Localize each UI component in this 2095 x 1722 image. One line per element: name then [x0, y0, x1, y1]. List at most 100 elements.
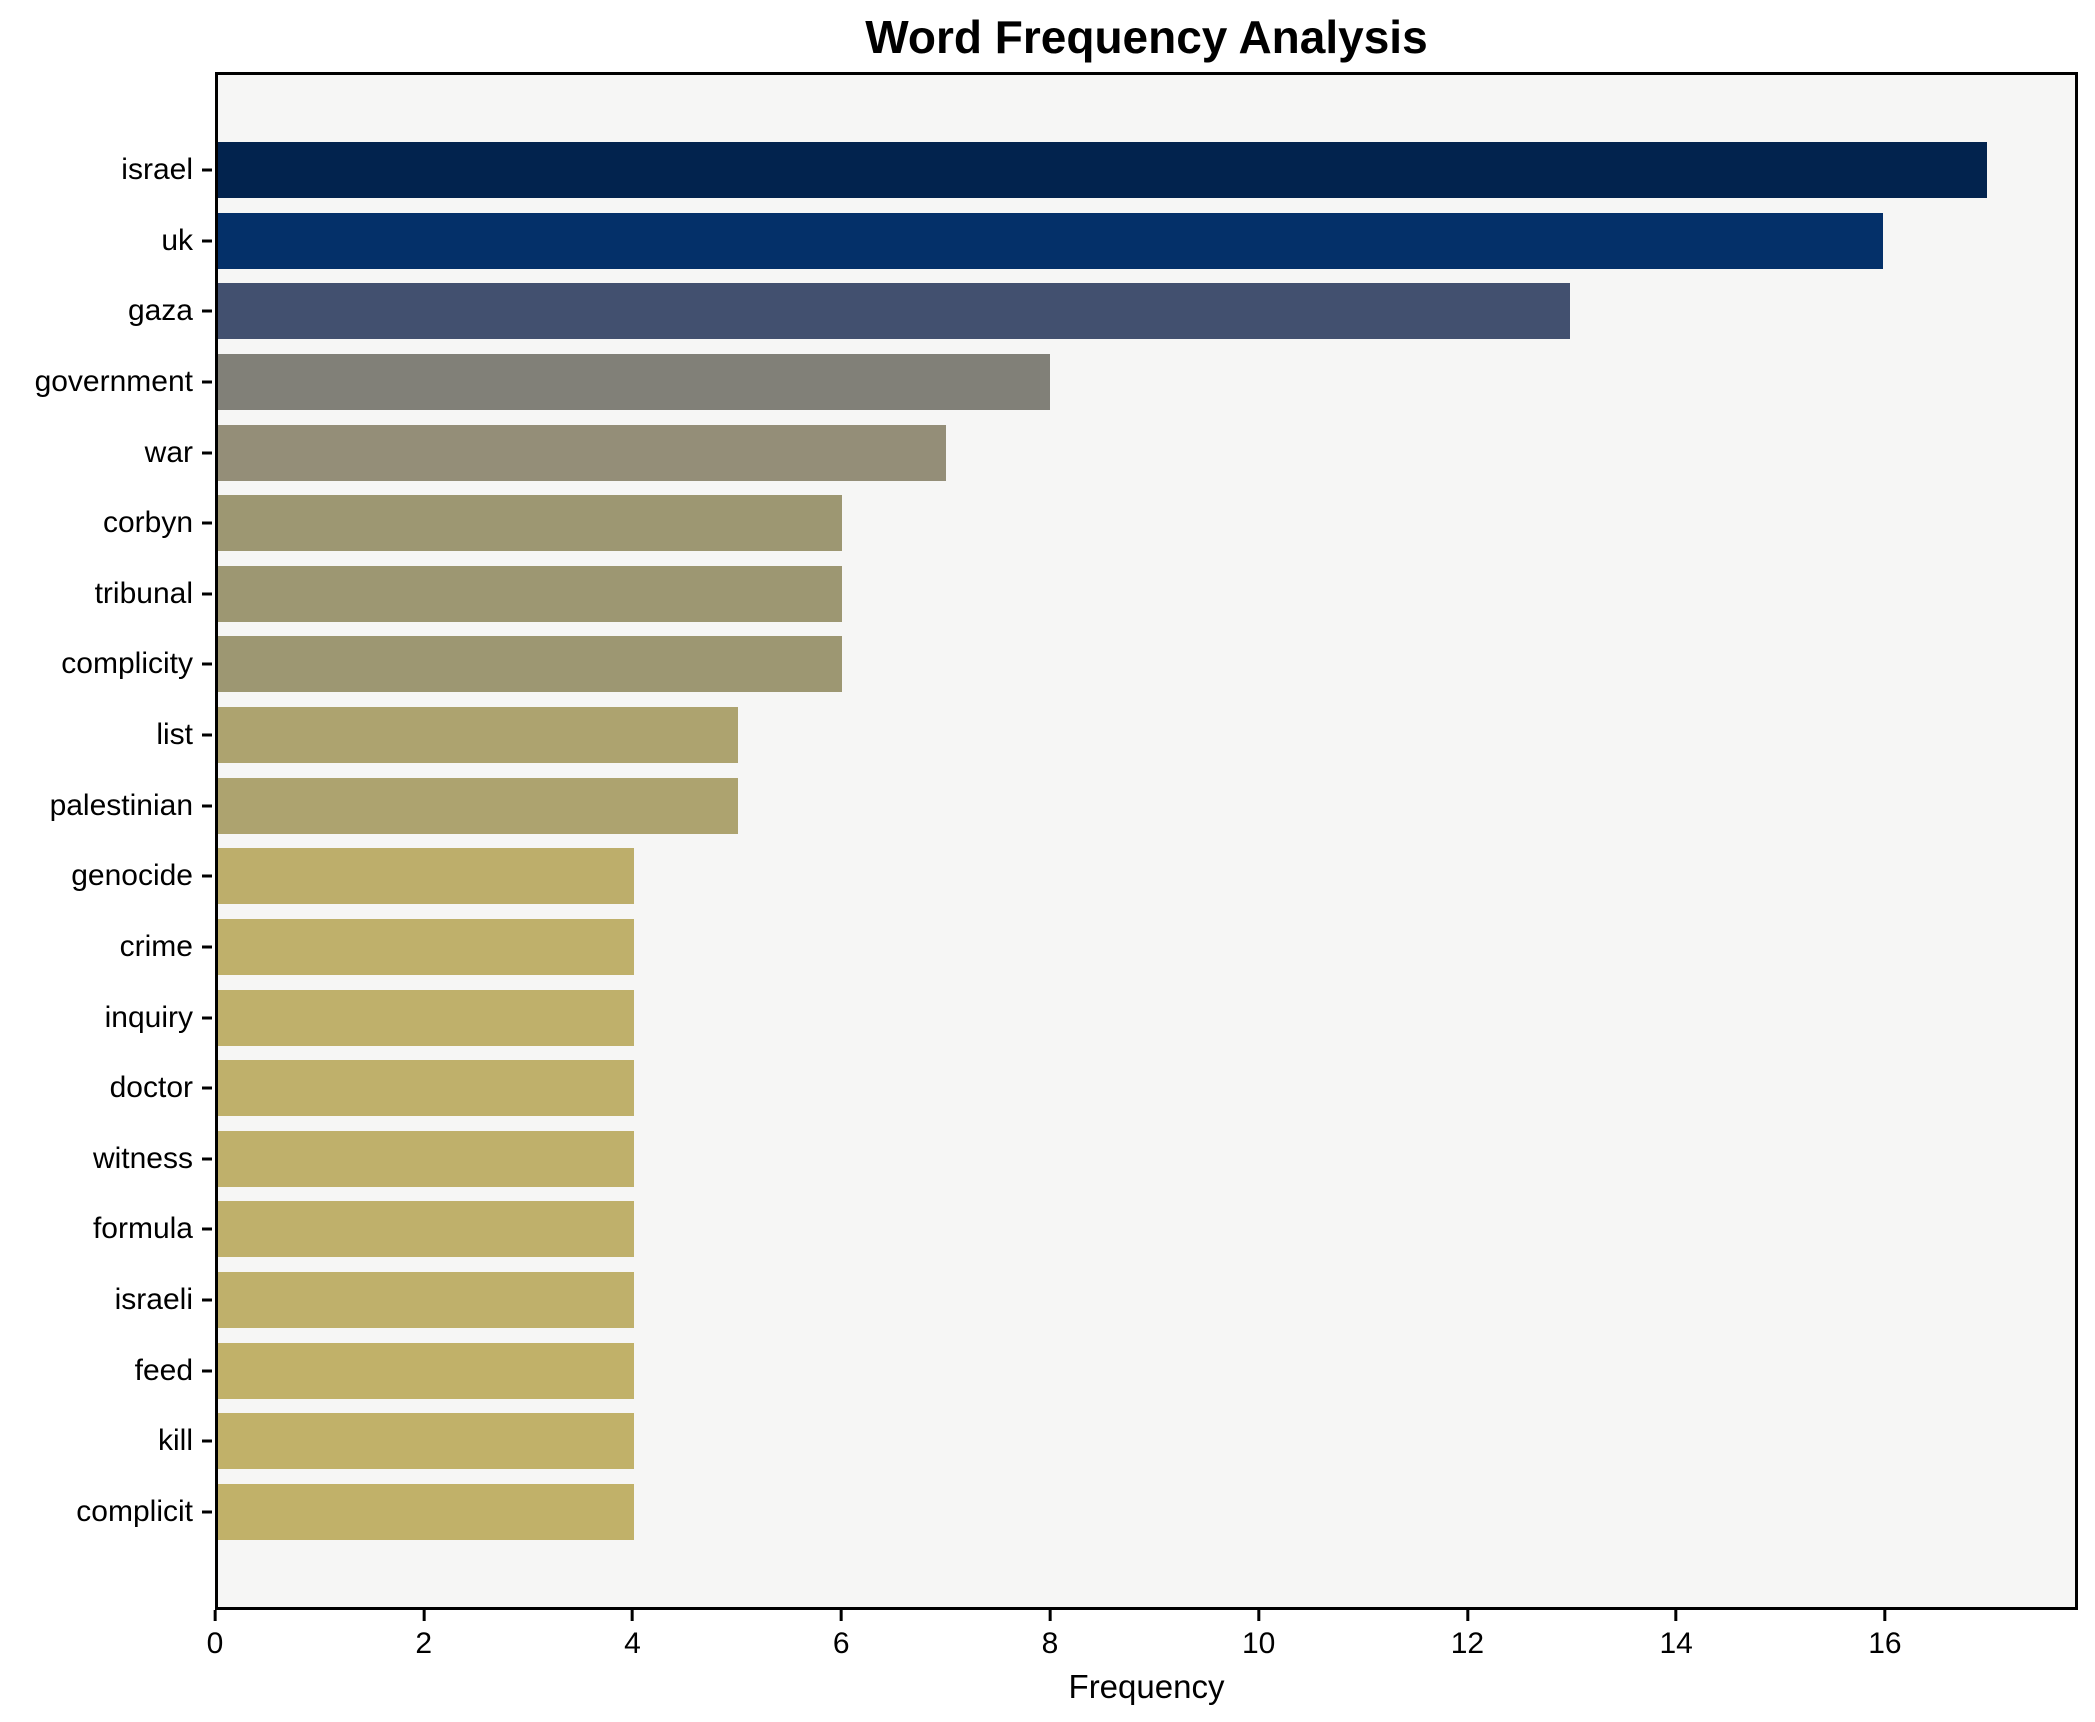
- y-tick-mark: [202, 592, 212, 596]
- bar-list: [218, 707, 739, 763]
- bar-genocide: [218, 848, 635, 905]
- y-tick-mark: [202, 239, 212, 243]
- y-tick-mark: [202, 662, 212, 666]
- y-tick-label: formula: [92, 1212, 193, 1246]
- bar-row: genocide: [71, 848, 2075, 905]
- bar-row: inquiry: [105, 989, 2075, 1046]
- bar-gaza: [218, 283, 1571, 340]
- y-tick-mark: [202, 1510, 212, 1514]
- bar-row: war: [145, 424, 2075, 481]
- y-tick-label: israel: [121, 153, 193, 186]
- y-tick-label: inquiry: [104, 1000, 193, 1034]
- bar-corbyn: [218, 495, 843, 552]
- y-tick-mark: [202, 309, 212, 313]
- bar-row: formula: [93, 1201, 2075, 1258]
- y-tick-label: kill: [158, 1424, 193, 1458]
- bar-row: uk: [161, 212, 2075, 269]
- bar-row: kill: [158, 1413, 2075, 1470]
- bar-inquiry: [218, 989, 635, 1046]
- bar-row: complicit: [76, 1483, 2075, 1540]
- y-tick-label: complicit: [76, 1494, 193, 1528]
- bar-palestinian: [218, 777, 739, 834]
- bar-formula: [218, 1201, 635, 1258]
- x-tick: 10: [1242, 1610, 1275, 1661]
- x-tick-line: [1465, 1610, 1469, 1621]
- x-tick: 8: [1041, 1610, 1059, 1661]
- x-tick: 16: [1868, 1610, 1902, 1661]
- bar-row: government: [35, 353, 2075, 410]
- x-tick-label: 8: [1041, 1627, 1059, 1660]
- x-tick-line: [213, 1610, 217, 1621]
- y-tick-mark: [202, 380, 212, 384]
- y-tick-mark: [202, 451, 212, 454]
- y-tick-label: witness: [92, 1141, 193, 1175]
- x-tick-label: 0: [206, 1627, 224, 1660]
- y-tick-label: list: [156, 718, 193, 751]
- bar-doctor: [218, 1060, 635, 1117]
- x-tick: 12: [1451, 1610, 1484, 1661]
- x-tick-label: 10: [1242, 1627, 1276, 1660]
- y-tick-mark: [202, 1227, 212, 1231]
- bar-row: list: [156, 707, 2075, 763]
- bar-row: corbyn: [103, 495, 2075, 552]
- x-tick-line: [1048, 1610, 1052, 1621]
- x-tick: 0: [206, 1610, 224, 1661]
- y-tick-label: tribunal: [94, 576, 193, 610]
- y-tick-mark: [202, 521, 212, 525]
- bar-row: complicity: [61, 636, 2075, 693]
- x-tick: 2: [415, 1610, 432, 1661]
- bar-feed: [218, 1342, 635, 1399]
- x-tick-label: 12: [1450, 1627, 1485, 1660]
- y-tick-mark: [202, 733, 212, 737]
- bar-israeli: [218, 1272, 635, 1328]
- x-tick: 4: [624, 1610, 641, 1661]
- y-tick-mark: [202, 1157, 212, 1161]
- y-tick-label: genocide: [71, 859, 193, 893]
- bar-complicit: [218, 1483, 635, 1540]
- y-tick-label: war: [144, 435, 193, 469]
- plot-area: israel uk gaza government war corbyn tribunal c…: [35, 72, 2078, 1610]
- y-tick-label: feed: [134, 1353, 193, 1387]
- x-tick-label: 4: [624, 1627, 641, 1660]
- x-tick-line: [839, 1610, 843, 1621]
- bar-row: palestinian: [50, 777, 2075, 834]
- y-tick-label: corbyn: [102, 506, 193, 540]
- bar-row: tribunal: [95, 565, 2075, 622]
- bar-witness: [218, 1130, 635, 1187]
- bar-row: feed: [135, 1342, 2075, 1399]
- y-tick-mark: [202, 1439, 212, 1443]
- x-tick-line: [1883, 1610, 1887, 1621]
- x-axis-label: Frequency: [1068, 1668, 1225, 1705]
- y-tick-mark: [202, 804, 212, 808]
- y-tick-mark: [202, 168, 212, 172]
- y-tick-label: crime: [119, 929, 193, 963]
- bar-row: gaza: [128, 283, 2075, 340]
- bar-crime: [218, 918, 635, 975]
- bar-tribunal: [218, 565, 843, 622]
- bar-war: [218, 424, 947, 481]
- y-tick-label: israeli: [114, 1283, 193, 1316]
- x-tick-line: [422, 1610, 426, 1621]
- x-tick-label: 2: [415, 1627, 433, 1660]
- bar-row: crime: [120, 918, 2075, 975]
- y-tick-label: government: [34, 364, 193, 398]
- bar-government: [218, 353, 1051, 410]
- bar-complicity: [218, 636, 843, 693]
- bar-row: doctor: [110, 1060, 2075, 1117]
- y-tick-mark: [202, 1298, 212, 1302]
- y-tick-label: complicity: [61, 647, 193, 681]
- bars-container: israel uk gaza government war corbyn tribunal c…: [35, 142, 2075, 1540]
- bar-kill: [218, 1413, 635, 1470]
- chart-title: Word Frequency Analysis: [865, 11, 1428, 63]
- x-tick-line: [1257, 1610, 1261, 1621]
- bar-uk: [218, 212, 1883, 269]
- x-tick: 6: [833, 1610, 850, 1661]
- x-tick-label: 14: [1659, 1627, 1693, 1660]
- bar-row: witness: [93, 1130, 2075, 1187]
- x-tick-line: [630, 1610, 634, 1621]
- y-tick-mark: [202, 1369, 212, 1373]
- y-tick-label: palestinian: [49, 788, 193, 822]
- x-tick: 14: [1659, 1610, 1693, 1661]
- x-tick-label: 6: [832, 1627, 850, 1660]
